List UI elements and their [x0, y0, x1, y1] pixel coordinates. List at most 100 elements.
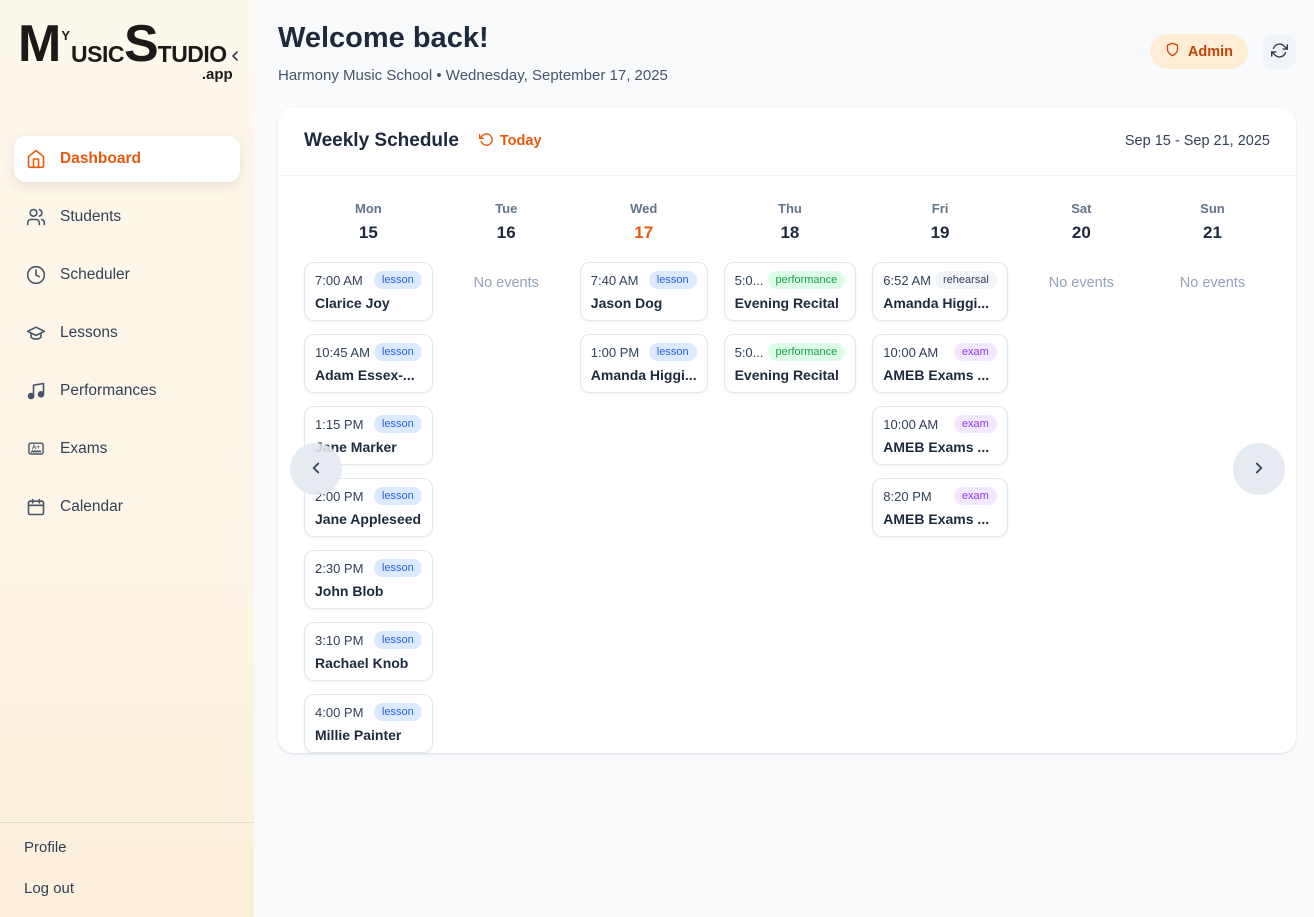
day-name: Mon [355, 201, 382, 216]
event-title: Amanda Higgi... [590, 367, 697, 383]
event-title: AMEB Exams ... [883, 439, 990, 455]
sidebar-item-scheduler[interactable]: Scheduler [14, 252, 240, 298]
day-name: Thu [778, 201, 802, 216]
event-type-badge: performance [767, 343, 846, 361]
next-week-button[interactable] [1233, 443, 1285, 495]
sidebar-item-calendar[interactable]: Calendar [14, 484, 240, 530]
day-column-tue: Tue 16 No events [449, 201, 564, 753]
sidebar-item-exams[interactable]: A+ Exams [14, 426, 240, 472]
event-card[interactable]: 5:0... performance Evening Recital [723, 334, 857, 393]
logo-tudio: TUDIO [157, 40, 228, 67]
sidebar-item-dashboard[interactable]: Dashboard [14, 136, 240, 182]
logo-letter-m: M [18, 15, 61, 73]
day-number: 16 [496, 223, 516, 242]
sidebar-item-label: Students [60, 208, 122, 225]
profile-link[interactable]: Profile [24, 839, 67, 856]
day-name: Fri [931, 201, 949, 216]
clock-icon [26, 265, 46, 285]
day-number: 19 [930, 223, 950, 242]
refresh-button[interactable] [1262, 34, 1296, 69]
event-title: Jason Dog [590, 295, 663, 311]
event-title: Jane Appleseed [315, 511, 422, 527]
logo-usic: USIC [71, 40, 124, 67]
no-events-label: No events [1048, 275, 1115, 291]
admin-badge[interactable]: Admin [1149, 34, 1248, 69]
event-card[interactable]: 2:30 PM lesson John Blob [304, 550, 433, 609]
music-note-icon [26, 381, 46, 401]
page-subtitle: Harmony Music School • Wednesday, Septem… [278, 67, 668, 84]
no-events-label: No events [473, 275, 539, 291]
day-name: Tue [495, 201, 518, 216]
event-card[interactable]: 3:10 PM lesson Rachael Knob [304, 622, 433, 681]
chevron-right-icon [1250, 459, 1268, 480]
sidebar-item-label: Lessons [60, 324, 118, 341]
admin-badge-label: Admin [1187, 43, 1233, 60]
sidebar-item-label: Exams [60, 440, 108, 457]
event-card[interactable]: 7:00 AM lesson Clarice Joy [304, 262, 433, 321]
event-card[interactable]: 1:00 PM lesson Amanda Higgi... [579, 334, 708, 393]
event-time: 8:20 PM [883, 488, 932, 504]
sidebar-item-label: Scheduler [60, 266, 130, 283]
event-title: Evening Recital [734, 295, 839, 311]
event-card[interactable]: 10:00 AM exam AMEB Exams ... [872, 406, 1008, 465]
event-type-badge: lesson [373, 271, 422, 289]
event-card[interactable]: 5:0... performance Evening Recital [723, 262, 857, 321]
sidebar: M Y USIC S TUDIO .app Dashboard Students [0, 0, 254, 917]
sidebar-item-students[interactable]: Students [14, 194, 240, 240]
event-type-badge: lesson [648, 271, 697, 289]
no-events-label: No events [1179, 275, 1246, 291]
sidebar-item-performances[interactable]: Performances [14, 368, 240, 414]
event-title: Evening Recital [734, 367, 839, 383]
event-type-badge: exam [953, 343, 997, 361]
weekly-schedule-card: Weekly Schedule Today Sep 15 - Sep 21, 2… [278, 107, 1296, 753]
shield-icon [1165, 42, 1180, 61]
event-card[interactable]: 6:52 AM rehearsal Amanda Higgi... [872, 262, 1008, 321]
event-time: 5:0... [734, 344, 764, 360]
app-logo: M Y USIC S TUDIO .app [18, 15, 233, 82]
refresh-icon [1270, 42, 1288, 62]
schedule-title: Weekly Schedule [304, 130, 459, 151]
event-type-badge: exam [953, 415, 997, 433]
sidebar-item-lessons[interactable]: Lessons [14, 310, 240, 356]
event-type-badge: lesson [373, 703, 422, 721]
day-number: 18 [780, 223, 800, 242]
event-type-badge: performance [767, 271, 846, 289]
day-column-sat: Sat 20 No events [1024, 201, 1139, 753]
day-number: 21 [1202, 223, 1222, 242]
event-card[interactable]: 10:00 AM exam AMEB Exams ... [872, 334, 1008, 393]
exam-certificate-icon: A+ [26, 439, 46, 459]
day-column-wed: Wed 17 7:40 AM lesson Jason Dog 1:00 PM [579, 201, 708, 753]
event-time: 2:30 PM [315, 560, 364, 576]
today-button[interactable]: Today [478, 132, 542, 151]
event-card[interactable]: 10:45 AM lesson Adam Essex-... [304, 334, 433, 393]
event-type-badge: lesson [373, 343, 422, 361]
event-card[interactable]: 8:20 PM exam AMEB Exams ... [872, 478, 1008, 537]
logo-app-suffix: .app [201, 65, 233, 83]
event-title: Adam Essex-... [315, 367, 415, 383]
week-grid: Mon 15 7:00 AM lesson Clarice Joy 10:45 … [278, 176, 1296, 778]
day-number-today: 17 [634, 223, 654, 242]
event-time: 6:52 AM [883, 272, 931, 288]
sidebar-item-label: Calendar [60, 498, 123, 515]
event-card[interactable]: 7:40 AM lesson Jason Dog [579, 262, 708, 321]
event-title: Clarice Joy [315, 295, 390, 311]
event-time: 4:00 PM [315, 704, 364, 720]
logout-link[interactable]: Log out [24, 880, 75, 897]
sidebar-item-label: Performances [60, 382, 157, 399]
logo-letter-y: Y [61, 28, 70, 43]
sidebar-collapse-button[interactable] [227, 48, 243, 69]
event-title: John Blob [315, 583, 384, 599]
event-type-badge: lesson [373, 487, 422, 505]
day-name: Sun [1200, 201, 1225, 216]
event-time: 7:00 AM [315, 272, 363, 288]
event-time: 10:45 AM [315, 344, 370, 360]
day-column-mon: Mon 15 7:00 AM lesson Clarice Joy 10:45 … [304, 201, 433, 753]
week-range: Sep 15 - Sep 21, 2025 [1124, 133, 1270, 149]
calendar-icon [26, 497, 46, 517]
event-title: Rachael Knob [315, 655, 409, 671]
event-time: 1:00 PM [590, 344, 640, 360]
event-time: 1:15 PM [315, 416, 364, 432]
event-card[interactable]: 4:00 PM lesson Millie Painter [304, 694, 433, 753]
previous-week-button[interactable] [290, 443, 342, 495]
event-time: 10:00 AM [883, 416, 939, 432]
